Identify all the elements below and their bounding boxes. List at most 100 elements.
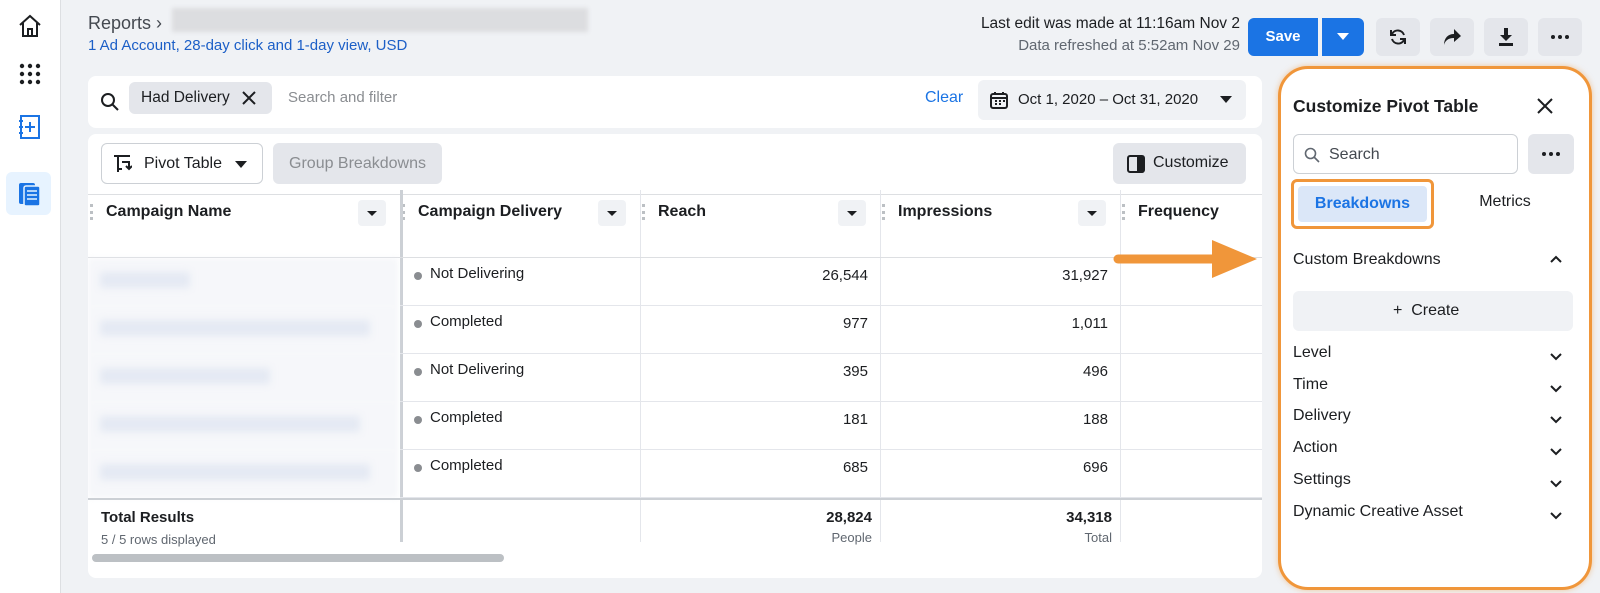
delivery-status: Not Delivering (430, 361, 525, 378)
tab-highlight: Breakdowns (1291, 179, 1434, 229)
tab-metrics[interactable]: Metrics (1479, 193, 1531, 210)
reports-nav-active[interactable] (6, 172, 51, 215)
impressions-value: 496 (1082, 363, 1108, 380)
breakdown-section[interactable]: Dynamic Creative Asset (1293, 498, 1573, 526)
column-menu[interactable] (1078, 200, 1106, 226)
column-header: Impressions (898, 203, 993, 220)
expand-chevron (1550, 348, 1562, 361)
save-dropdown[interactable] (1322, 18, 1364, 56)
status-dot (414, 368, 422, 376)
blurred-campaign-name (100, 464, 370, 480)
total-reach: 28,824 (826, 509, 872, 526)
sidebar (0, 0, 61, 593)
panel-more[interactable] (1528, 134, 1574, 174)
drag-handle (642, 204, 645, 220)
view-label: Pivot Table (144, 155, 222, 172)
expand-chevron (1550, 507, 1562, 519)
row-border (400, 353, 1262, 354)
column-menu[interactable] (358, 200, 386, 226)
caret (235, 161, 247, 168)
breadcrumb[interactable]: Reports › (88, 13, 163, 33)
clear-link[interactable]: Clear (925, 89, 964, 106)
row-border (400, 401, 1262, 402)
breakdown-section[interactable]: Level (1293, 339, 1573, 367)
status-dot (414, 320, 422, 328)
status-dot (414, 464, 422, 472)
search-placeholder[interactable]: Search and filter (288, 89, 398, 106)
total-note: 5 / 5 rows displayed (101, 532, 216, 547)
save-button[interactable]: Save (1248, 18, 1318, 56)
search-icon (1304, 147, 1320, 163)
total-label: Total Results (101, 509, 195, 526)
chip-remove[interactable] (242, 91, 256, 105)
date-picker[interactable]: Oct 1, 2020 – Oct 31, 2020 (978, 80, 1246, 120)
data-refreshed: Data refreshed at 5:52am Nov 29 (1018, 37, 1240, 54)
blurred-campaign-name (100, 416, 360, 432)
column-divider (640, 190, 641, 542)
create-button[interactable]: + Create (1293, 291, 1573, 331)
reports-icon (19, 183, 41, 207)
column-header: Campaign Name (106, 203, 232, 220)
more-button[interactable] (1538, 18, 1582, 56)
view-selector[interactable]: Pivot Table (101, 143, 263, 184)
blurred-cell (88, 306, 398, 354)
breakdown-section[interactable]: Time (1293, 371, 1573, 399)
total-border (88, 498, 1262, 500)
blurred-report-name (172, 8, 588, 32)
breadcrumb-text: Reports (88, 13, 152, 33)
reach-value: 395 (842, 363, 868, 380)
customize-button[interactable]: Customize (1113, 143, 1246, 184)
impressions-value: 696 (1082, 459, 1108, 476)
column-divider (880, 190, 881, 542)
refresh-button[interactable] (1376, 18, 1420, 56)
delivery-status: Completed (430, 457, 503, 474)
column-menu[interactable] (598, 200, 626, 226)
tab-breakdowns[interactable]: Breakdowns (1298, 186, 1427, 222)
custom-breakdowns-header[interactable]: Custom Breakdowns (1293, 251, 1441, 268)
new-report-icon[interactable] (16, 113, 44, 141)
expand-chevron (1550, 475, 1562, 488)
total-impressions-unit: Total (1084, 530, 1112, 545)
drag-handle (402, 204, 405, 220)
panel-search[interactable]: Search (1293, 134, 1518, 174)
blurred-cell (88, 354, 398, 402)
table-card: Pivot Table Group Breakdowns Customize C… (88, 134, 1262, 578)
total-reach-unit: People (831, 530, 872, 545)
collapse-chevron[interactable] (1550, 255, 1562, 263)
reach-value: 977 (842, 315, 868, 332)
status-dot (414, 416, 422, 424)
breakdown-section[interactable]: Settings (1293, 466, 1573, 494)
report-subtitle[interactable]: 1 Ad Account, 28-day click and 1-day vie… (88, 37, 408, 54)
section-label: Level (1293, 344, 1332, 361)
drag-handle (1122, 204, 1125, 220)
group-breakdowns-button[interactable]: Group Breakdowns (273, 143, 442, 184)
share-icon (1444, 29, 1461, 45)
caret (1087, 211, 1097, 216)
pivot-icon (114, 155, 132, 172)
search-icon (101, 93, 119, 111)
create-label: + Create (1393, 302, 1460, 319)
breakdown-section[interactable]: Action (1293, 434, 1573, 462)
breakdown-section[interactable]: Delivery (1293, 402, 1573, 430)
callout-arrow (1113, 240, 1257, 278)
section-label: Time (1293, 375, 1328, 393)
drag-handle (90, 204, 93, 220)
section-label: Delivery (1293, 407, 1351, 425)
scrollbar[interactable] (92, 554, 504, 562)
home-icon[interactable] (16, 12, 44, 40)
chevron-icon (1550, 416, 1562, 424)
section-label: Dynamic Creative Asset (1293, 502, 1463, 520)
drag-handle (882, 204, 885, 220)
impressions-value: 1,011 (1071, 315, 1108, 332)
download-icon (1499, 28, 1513, 46)
share-button[interactable] (1430, 18, 1474, 56)
close-button[interactable] (1537, 98, 1553, 114)
filter-chip[interactable]: Had Delivery (129, 82, 272, 114)
apps-icon[interactable] (18, 62, 42, 86)
column-menu[interactable] (838, 200, 866, 226)
reach-value: 685 (842, 459, 868, 476)
download-button[interactable] (1484, 18, 1528, 56)
reach-value: 26,544 (822, 267, 868, 284)
chevron-icon (1550, 384, 1562, 393)
